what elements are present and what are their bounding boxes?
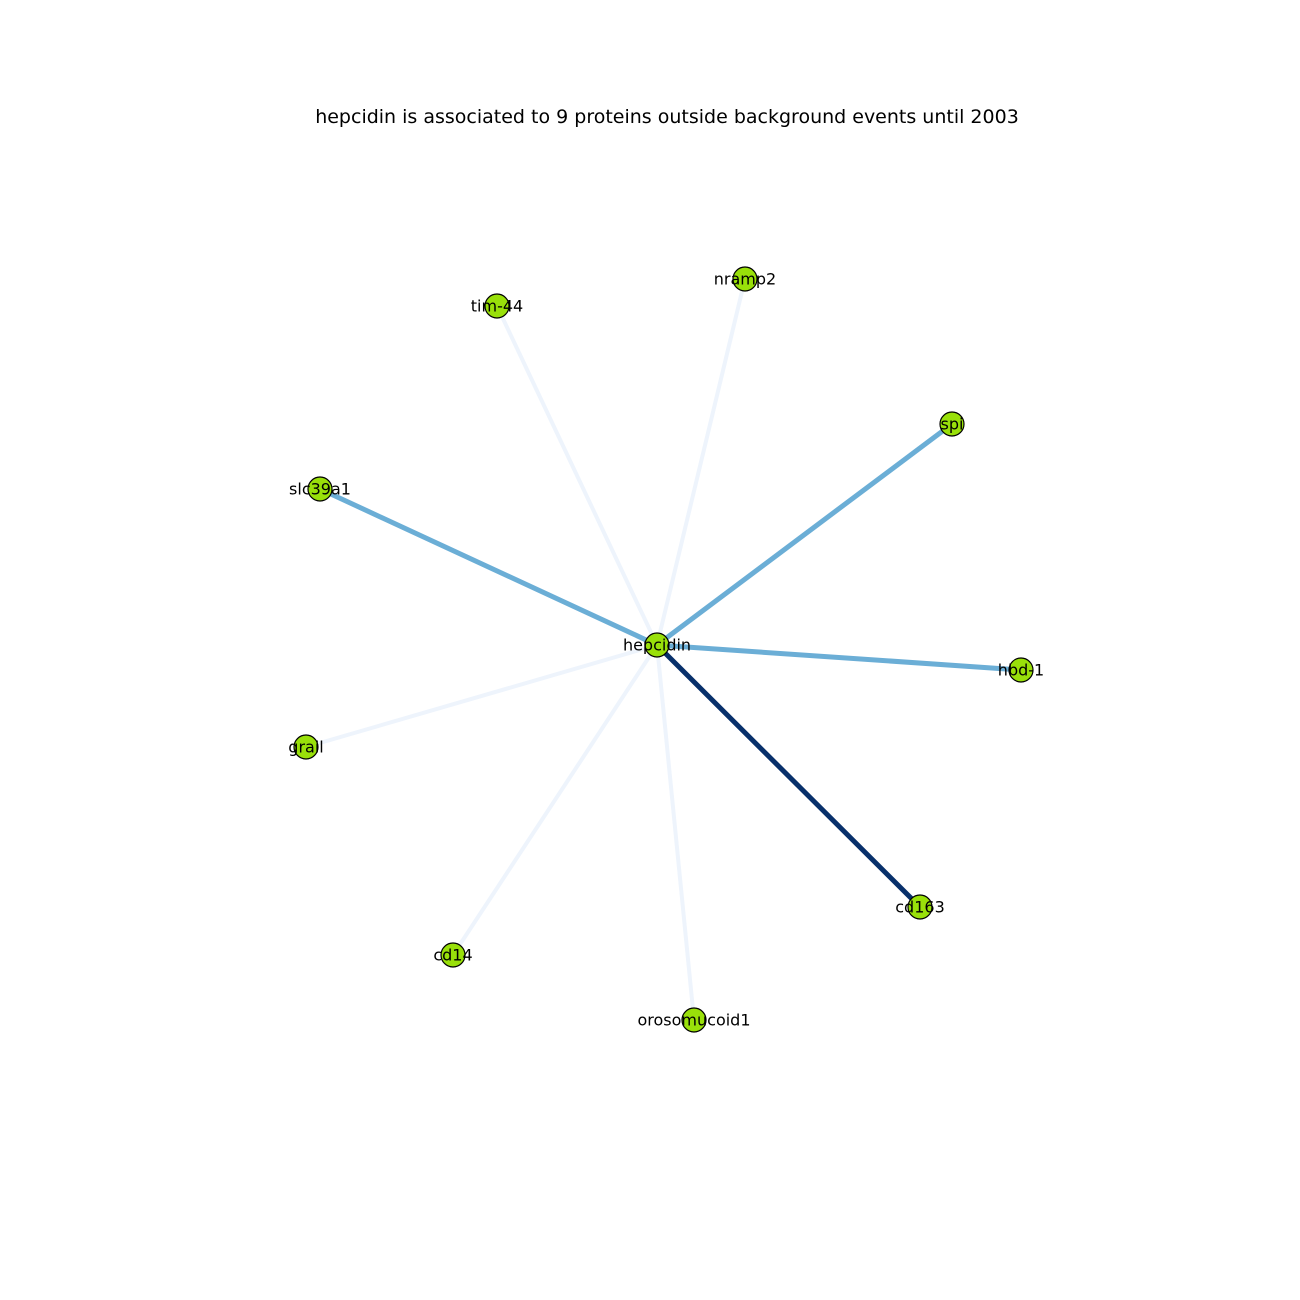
edge-hepcidin-cd14 xyxy=(451,643,659,957)
node-hepcidin xyxy=(644,632,670,658)
labels-layer: hepcidin nramp2 tim-44 spi slc39a1 hbd-1 grail… xyxy=(288,270,1044,1030)
node-label-hbd-1: hbd-1 xyxy=(998,661,1044,680)
node-label-spi: spi xyxy=(941,415,964,434)
node-grail xyxy=(293,734,319,760)
node-label-orosomucoid1: orosomucoid1 xyxy=(637,1011,750,1030)
edge-hepcidin-nramp2 xyxy=(655,277,747,647)
node-label-cd163: cd163 xyxy=(895,898,945,917)
node-label-tim-44: tim-44 xyxy=(471,297,523,316)
edge-hepcidin-orosomucoid1 xyxy=(655,643,696,1022)
node-spi xyxy=(939,411,965,437)
edge-hepcidin-hbd-1 xyxy=(654,642,1024,673)
node-cd163 xyxy=(907,894,933,920)
edge-hepcidin-grail xyxy=(304,643,659,749)
node-slc39a1 xyxy=(307,476,333,502)
node-label-hepcidin: hepcidin xyxy=(623,636,691,655)
node-label-grail: grail xyxy=(288,738,323,757)
edge-hepcidin-slc39a1 xyxy=(317,486,660,648)
node-label-nramp2: nramp2 xyxy=(714,270,776,289)
node-cd14 xyxy=(440,942,466,968)
edges-layer xyxy=(304,277,1024,1022)
edge-hepcidin-tim-44 xyxy=(495,304,659,647)
edge-hepcidin-spi xyxy=(654,421,955,648)
node-nramp2 xyxy=(732,266,758,292)
node-hbd-1 xyxy=(1008,657,1034,683)
node-tim-44 xyxy=(484,293,510,319)
node-label-cd14: cd14 xyxy=(433,946,472,965)
node-label-slc39a1: slc39a1 xyxy=(289,480,351,499)
figure-title: hepcidin is associated to 9 proteins out… xyxy=(315,106,1019,128)
nodes-layer xyxy=(293,266,1034,1033)
node-orosomucoid1 xyxy=(681,1007,707,1033)
edge-hepcidin-cd163 xyxy=(654,642,923,910)
